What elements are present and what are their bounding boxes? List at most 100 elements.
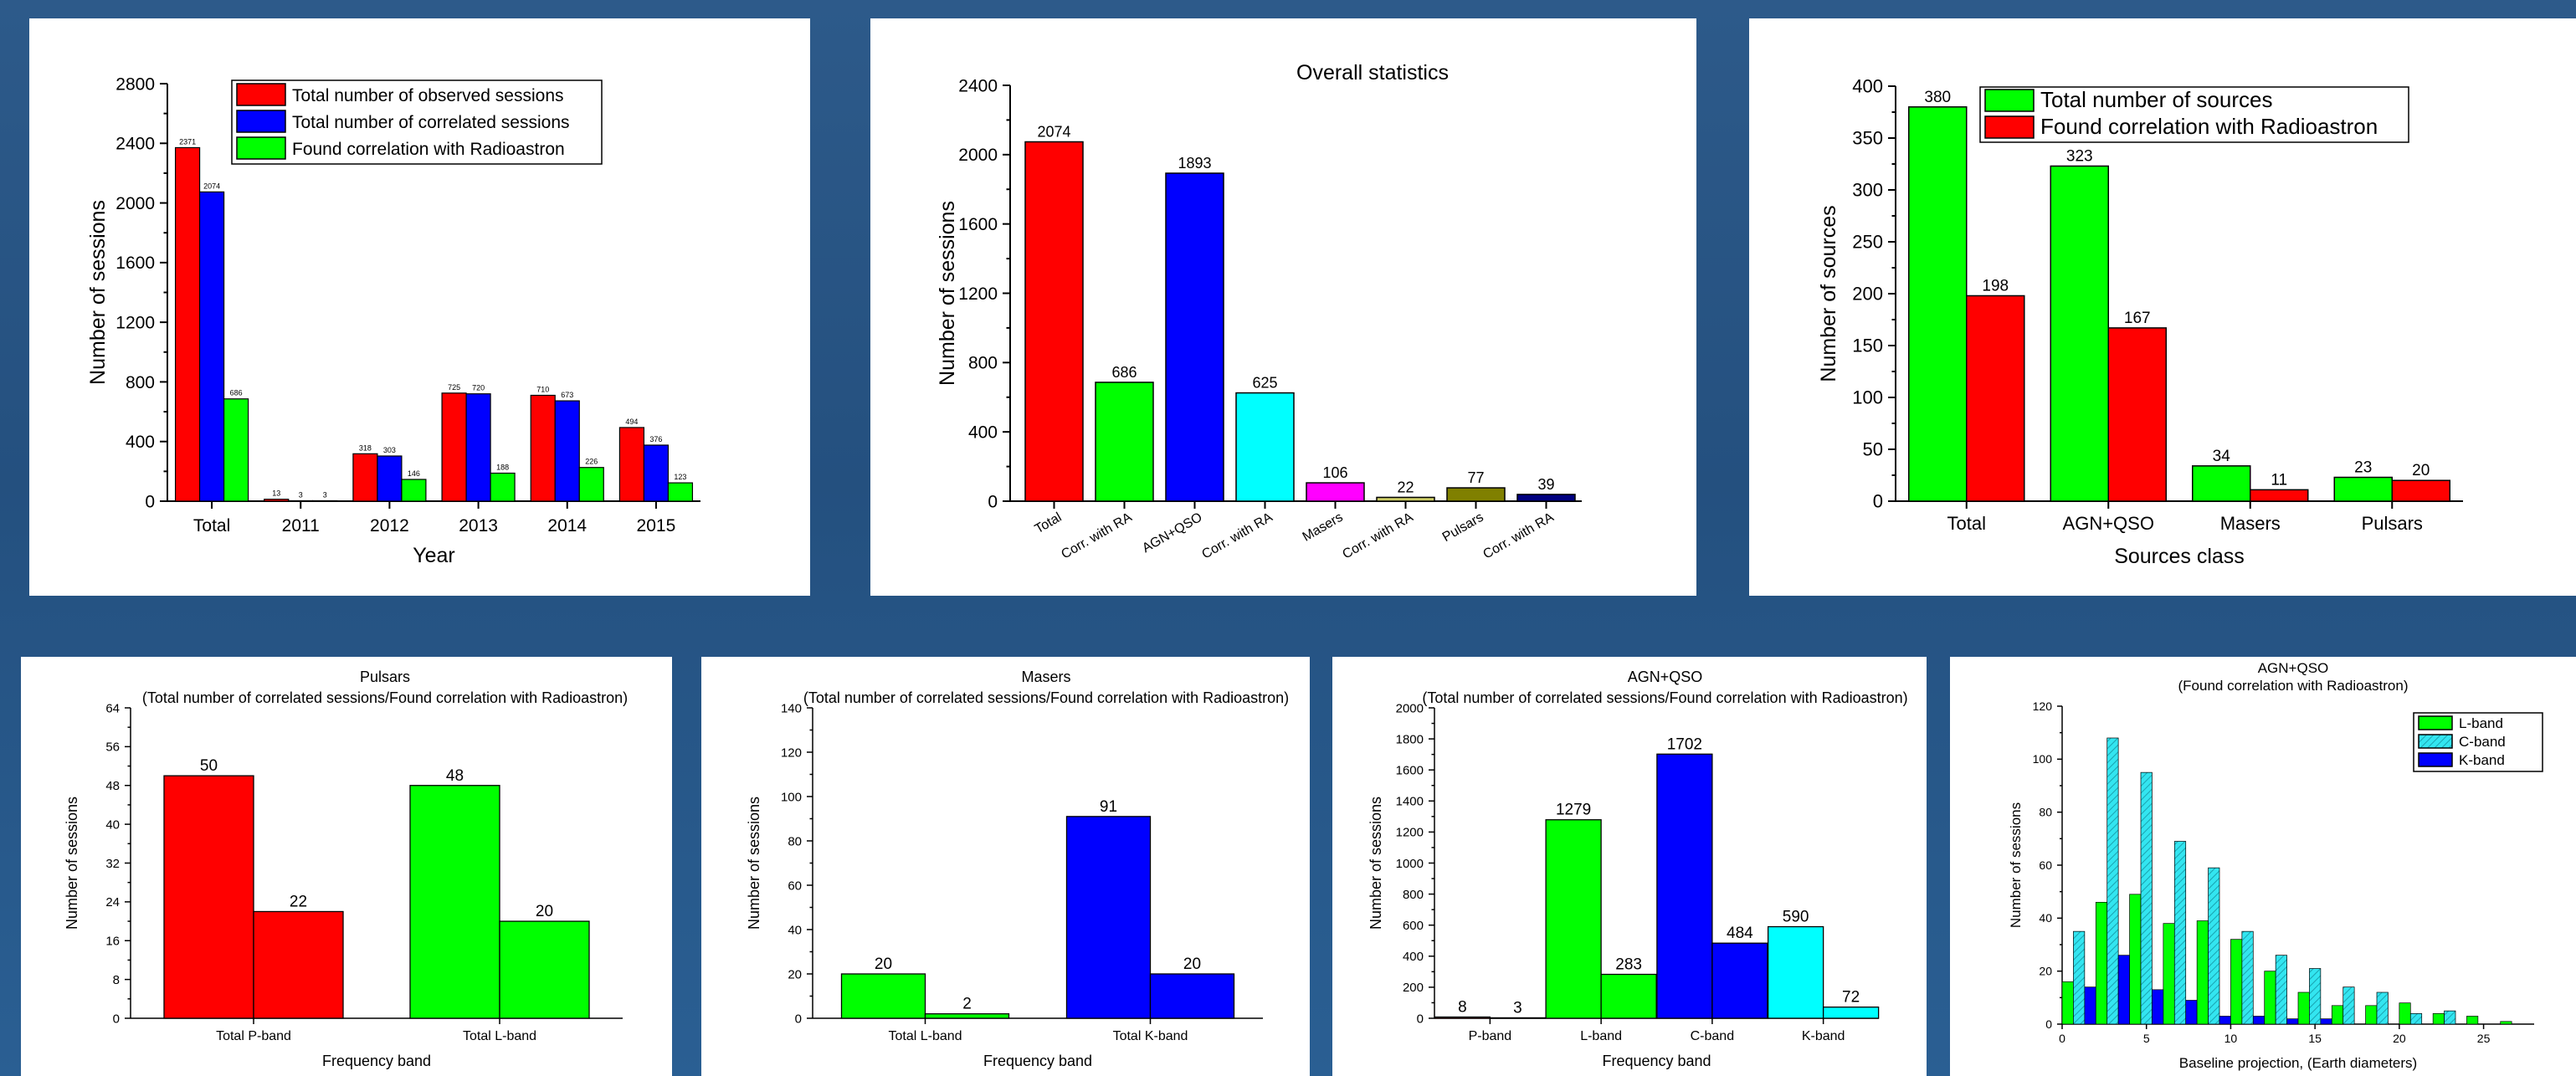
- data-label: 1279: [1556, 802, 1591, 819]
- data-label: 13: [272, 489, 280, 498]
- data-label: 1893: [1178, 155, 1211, 172]
- bar-c-band-bin-21: [2409, 1012, 2423, 1025]
- data-label: 167: [2124, 310, 2151, 327]
- data-label: 20: [875, 956, 892, 973]
- y-tick-label: 800: [968, 354, 998, 373]
- chart-title: AGN+QSO: [2258, 660, 2329, 676]
- y-tick-label: 2400: [958, 76, 998, 95]
- bar-total-number-of-correlated-sessions-2012: [377, 455, 403, 502]
- chart-title: Overall statistics: [1296, 61, 1449, 85]
- bar-c-band-bin-17: [2343, 986, 2355, 1025]
- bar-l-band-bin-23: [2432, 1012, 2445, 1025]
- bar-total-number-of-observed-sessions-2015: [618, 427, 645, 502]
- bar-corr-with-ra-3: [1235, 392, 1295, 502]
- bar-total-number-of-correlated-sessions-2015: [643, 444, 670, 502]
- data-label: 720: [472, 384, 485, 392]
- x-tick-label: 20: [2393, 1032, 2406, 1045]
- x-axis-title: Frequency band: [983, 1053, 1092, 1069]
- bar-l-band-total: [1545, 819, 1602, 1019]
- legend-box: [231, 79, 603, 165]
- data-label: 188: [496, 463, 509, 471]
- y-tick-label: 64: [105, 701, 120, 715]
- legend-label: Found correlation with Radioastron: [2040, 114, 2378, 139]
- legend-box: [1979, 86, 2409, 143]
- bar-l-band-bin-1: [2061, 981, 2074, 1025]
- y-tick-label: 800: [1403, 888, 1424, 902]
- x-tick-label: Corr. with RA: [1059, 510, 1134, 562]
- y-tick-label: 400: [126, 433, 155, 452]
- bar-l-band-bin-9: [2196, 920, 2209, 1025]
- x-tick-label: Corr. with RA: [1199, 510, 1275, 562]
- bar-k-band-found: [1822, 1006, 1880, 1019]
- chart-panel-baseline-projection: AGN+QSO (Found correlation with Radioastr…: [1950, 657, 2576, 1076]
- chart-title: AGN+QSO: [1628, 669, 1703, 685]
- x-tick-label: 2015: [637, 516, 676, 535]
- y-tick-label: 1800: [1396, 732, 1424, 746]
- data-label: 20: [1183, 956, 1201, 973]
- bar-corr-with-ra-5: [1376, 496, 1435, 502]
- chart-baseline-projection: AGN+QSO (Found correlation with Radioastr…: [2008, 660, 2543, 1071]
- y-tick-label: 1200: [115, 313, 155, 332]
- legend-label: Found correlation with Radioastron: [292, 140, 565, 159]
- chart-sources-class: 0 50 100 150 200 250 300 350 400 Number of source…: [1817, 76, 2463, 568]
- x-tick-label: C-band: [1691, 1029, 1734, 1043]
- y-tick-label: 60: [788, 879, 802, 893]
- bar-total-l-band-total: [409, 785, 500, 1019]
- bar-c-band-bin-3: [2106, 737, 2119, 1025]
- data-label: 22: [1397, 479, 1414, 495]
- data-label: 22: [290, 893, 307, 910]
- bar-l-band-bin-3: [2095, 901, 2108, 1025]
- bar-found-correlation-with-radioastron-pulsars: [2391, 479, 2450, 502]
- y-axis-title: Number of sessions: [936, 201, 959, 386]
- chart-panel-masers: Masers (Total number of correlated sessio…: [701, 657, 1310, 1076]
- y-tick-label: 400: [1852, 76, 1883, 97]
- bar-c-band-bin-23: [2444, 1010, 2456, 1025]
- chart-overall-statistics: Overall statistics 0 400 800 1200 1600 2000 240…: [936, 61, 1582, 562]
- y-tick-label: 48: [105, 779, 120, 793]
- data-label: 123: [674, 473, 686, 481]
- legend-label: Total number of observed sessions: [292, 86, 564, 105]
- x-tick-label: Total K-band: [1113, 1029, 1188, 1043]
- x-tick-label: AGN+QSO: [1140, 510, 1204, 556]
- y-tick-label: 20: [788, 967, 802, 981]
- data-label: 318: [359, 443, 372, 452]
- bar-total-k-band-found: [1149, 973, 1235, 1019]
- bar-l-band-bin-25: [2466, 1016, 2479, 1025]
- bar-found-correlation-with-radioastron-2015: [667, 482, 694, 502]
- data-label: 198: [1982, 277, 2009, 295]
- data-label: 8: [1458, 999, 1467, 1017]
- bar-found-correlation-with-radioastron-masers: [2250, 489, 2309, 502]
- bar-k-band-bin-7: [2185, 1000, 2198, 1025]
- x-tick-label: Masers: [1301, 510, 1346, 545]
- x-tick-label: Total L-band: [463, 1029, 536, 1043]
- bar-l-band-bin-19: [2365, 1005, 2378, 1025]
- bar-total-number-of-correlated-sessions-2011: [288, 500, 314, 502]
- bar-corr-with-ra-7: [1516, 494, 1576, 502]
- data-label: 226: [585, 458, 598, 466]
- bar-found-correlation-with-radioastron-agn-qso: [2107, 327, 2167, 502]
- bar-corr-with-ra-1: [1095, 382, 1154, 502]
- data-label: 710: [536, 385, 549, 393]
- y-tick-label: 80: [788, 834, 802, 848]
- data-label: 72: [1842, 989, 1860, 1007]
- y-tick-label: 1200: [1396, 826, 1424, 840]
- y-axis-title: Number of sessions: [1368, 797, 1384, 930]
- bar-total-number-of-sources-masers: [2192, 465, 2251, 502]
- y-tick-label: 100: [2033, 752, 2053, 766]
- bar-found-correlation-with-radioastron-total: [223, 398, 249, 502]
- data-label: 494: [625, 418, 638, 426]
- x-tick-label: Total: [193, 516, 230, 535]
- y-axis-title: Number of sessions: [746, 797, 762, 930]
- x-axis-title: Frequency band: [1602, 1053, 1711, 1069]
- data-label: 11: [2271, 471, 2287, 489]
- y-tick-label: 200: [1852, 284, 1883, 305]
- chart-masers: Masers (Total number of correlated sessio…: [746, 669, 1289, 1069]
- bar-l-band-bin-17: [2331, 1005, 2344, 1025]
- bar-total-l-band-found: [924, 1013, 1010, 1019]
- chart-subtitle: (Total number of correlated sessions/Fou…: [1422, 689, 1907, 706]
- data-label: 2074: [203, 182, 220, 190]
- data-label: 380: [1924, 89, 1951, 106]
- x-tick-label: Pulsars: [1440, 510, 1486, 545]
- y-tick-label: 56: [105, 740, 120, 755]
- data-label: 376: [649, 435, 662, 443]
